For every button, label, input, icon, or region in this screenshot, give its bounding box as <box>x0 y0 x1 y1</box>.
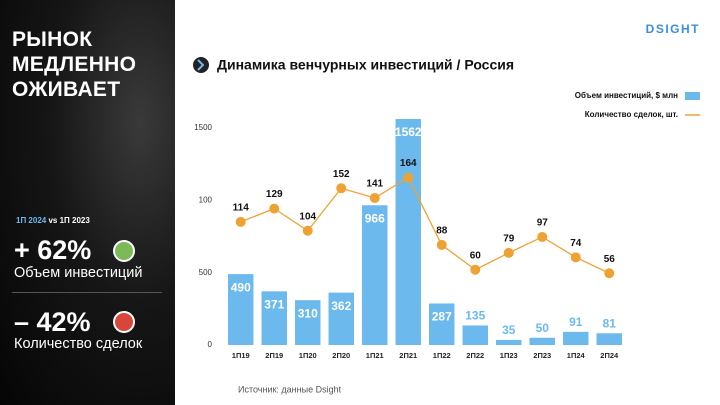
point-value-label: 56 <box>604 254 616 265</box>
legend-swatch <box>685 92 700 100</box>
y-tick-label: 0 <box>208 340 213 349</box>
point-value-label: 141 <box>366 179 383 190</box>
bar <box>362 205 388 345</box>
bar-value-label: 966 <box>365 211 385 225</box>
legend-label: Объем инвестиций, $ млн <box>575 91 678 100</box>
bar-value-label: 35 <box>502 323 516 337</box>
period: 1П 2023 <box>59 216 90 225</box>
point <box>336 183 347 194</box>
vs: vs <box>48 216 58 225</box>
y-tick-label: 100 <box>199 195 213 204</box>
y-tick-label: 1500 <box>194 123 212 132</box>
point <box>369 192 380 203</box>
x-tick-label: 1П20 <box>299 351 317 360</box>
x-tick-label: 1П22 <box>433 351 451 360</box>
point <box>302 225 313 236</box>
point <box>269 203 280 214</box>
legend-label: Количество сделок, шт. <box>585 110 678 119</box>
x-tick-label: 1П24 <box>567 351 586 360</box>
bar-value-label: 135 <box>465 309 485 323</box>
headline: ОЖИВАЕТ <box>12 78 121 101</box>
point-value-label: 114 <box>233 203 250 214</box>
bar <box>228 274 254 345</box>
x-tick-label: 2П22 <box>466 351 484 360</box>
point-value-label: 74 <box>570 238 582 249</box>
bar <box>596 333 622 345</box>
x-tick-label: 1П21 <box>366 351 384 360</box>
bar-value-label: 287 <box>432 310 452 324</box>
stat-value: + 62% <box>14 235 92 265</box>
y-tick-label: 500 <box>199 268 213 277</box>
point-value-label: 104 <box>299 211 316 222</box>
point-value-label: 79 <box>503 234 515 245</box>
down-icon <box>113 311 135 333</box>
point-value-label: 129 <box>266 189 283 200</box>
point <box>503 247 514 258</box>
x-tick-label: 2П21 <box>399 351 417 360</box>
x-tick-label: 2П24 <box>600 351 619 360</box>
bar-value-label: 50 <box>536 321 550 335</box>
bar <box>529 337 555 345</box>
point-value-label: 60 <box>470 250 482 261</box>
chart-title: Динамика венчурных инвестиций / Россия <box>217 57 514 73</box>
line <box>240 176 610 274</box>
bar <box>328 292 354 345</box>
point-value-label: 97 <box>537 218 549 229</box>
point <box>436 239 447 250</box>
x-tick-label: 2П23 <box>533 351 551 360</box>
bar-value-label: 81 <box>603 316 617 330</box>
x-tick-label: 2П19 <box>265 351 283 360</box>
comparison: 1П 2024 vs 1П 2023 <box>16 216 90 225</box>
point <box>604 268 615 279</box>
point-value-label: 88 <box>436 226 448 237</box>
bar-value-label: 490 <box>231 280 251 294</box>
title-icon <box>193 57 209 73</box>
bar <box>462 325 488 345</box>
headline: РЫНОК <box>12 28 93 51</box>
point <box>570 252 581 263</box>
x-tick-label: 1П19 <box>232 351 250 360</box>
up-icon <box>113 240 135 262</box>
x-tick-label: 1П23 <box>500 351 518 360</box>
period: 1П 2024 <box>16 216 47 225</box>
point-value-label: 152 <box>333 169 350 180</box>
bar <box>261 291 287 345</box>
divider <box>12 292 162 293</box>
bar-value-label: 310 <box>298 306 318 320</box>
bar <box>295 300 321 345</box>
bar-value-label: 362 <box>331 299 351 313</box>
point <box>470 264 481 275</box>
bar <box>496 339 522 345</box>
bar-value-label: 371 <box>264 298 284 312</box>
stat-value: – 42% <box>14 307 91 337</box>
stat-label: Количество сделок <box>14 336 143 352</box>
bar <box>395 119 421 345</box>
bar-value-label: 91 <box>569 315 583 329</box>
source: Источник: данные Dsight <box>238 384 342 394</box>
bar <box>563 331 589 345</box>
x-tick-label: 2П20 <box>332 351 350 360</box>
point-value-label: 164 <box>400 158 417 169</box>
point <box>537 231 548 242</box>
point <box>235 216 246 227</box>
point <box>403 172 414 183</box>
title-icon-arrow <box>197 59 205 71</box>
bar-value-label: 1562 <box>395 125 422 139</box>
bar <box>429 303 455 345</box>
stat-label: Объем инвестиций <box>14 265 143 281</box>
side-panel: РЫНОК МЕДЛЕННО ОЖИВАЕТ 1П 2024 vs 1П 202… <box>0 0 175 405</box>
logo: DSIGHT <box>646 22 700 36</box>
headline: МЕДЛЕННО <box>12 53 137 76</box>
